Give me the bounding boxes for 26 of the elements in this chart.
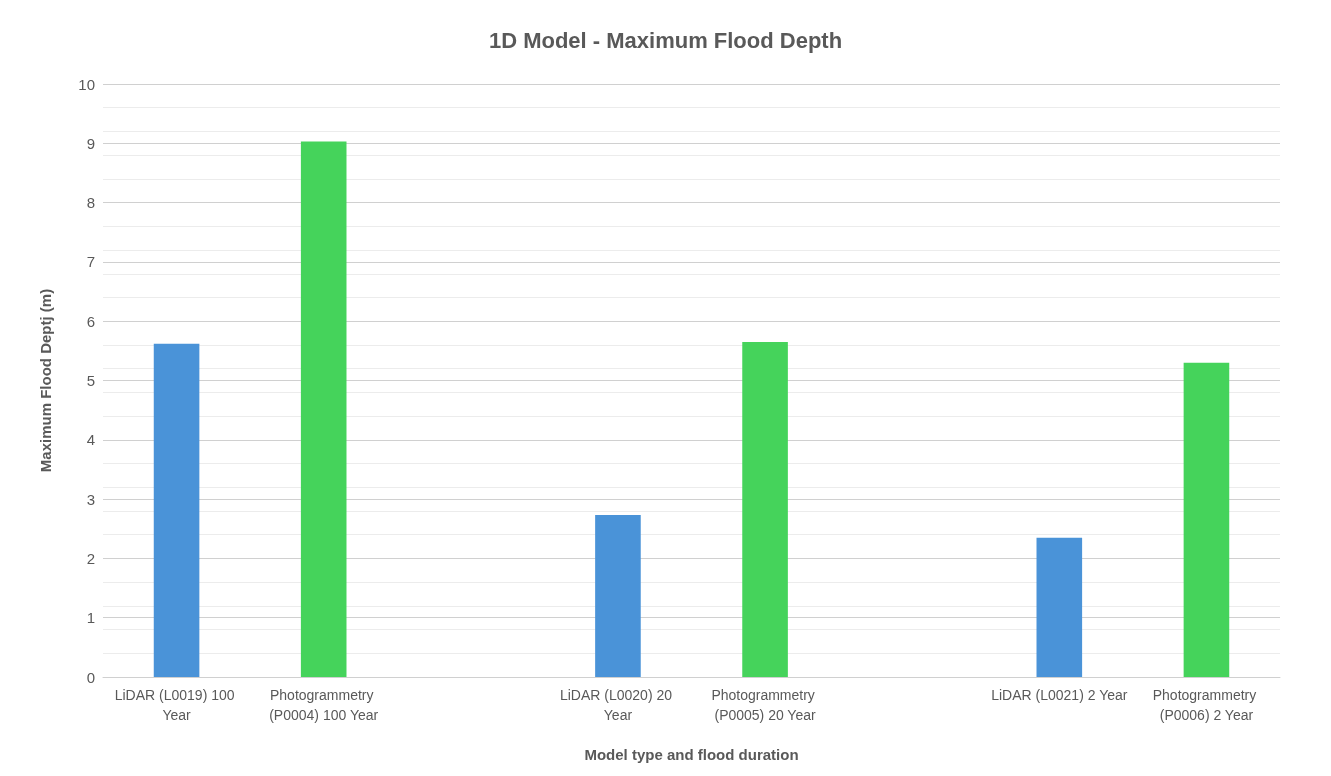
bar (1183, 362, 1230, 677)
x-tick-label: LiDAR (L0019) 100 Year (114, 687, 239, 723)
chart-title: 1D Model - Maximum Flood Depth (488, 27, 843, 53)
y-tick-label: 0 (86, 668, 95, 686)
y-tick-label: 7 (86, 253, 95, 271)
x-tick-label: LiDAR (L0021) 2 Year (991, 687, 1128, 703)
bar (153, 343, 200, 677)
y-tick-label: 6 (86, 312, 95, 330)
bar (742, 341, 788, 677)
y-tick-label: 10 (78, 75, 95, 93)
bar (1036, 537, 1083, 677)
y-tick-label: 8 (86, 194, 95, 212)
y-tick-label: 1 (86, 609, 95, 627)
y-axis-title: Maximum Flood Deptj (m) (37, 288, 54, 473)
y-tick-label: 2 (86, 549, 95, 567)
y-tick-label: 3 (86, 490, 95, 508)
x-tick-label: Photogrammetry (P0004) 100 Year (269, 687, 379, 723)
x-tick-label: Photogrammetry (P0005) 20 Year (711, 687, 819, 723)
y-tick-label: 4 (86, 431, 95, 449)
y-tick-label: 5 (86, 372, 95, 389)
bar (300, 141, 347, 677)
x-tick-label: LiDAR (L0020) 20 Year (559, 687, 676, 723)
y-tick-label: 9 (86, 134, 95, 152)
bar (595, 515, 641, 677)
x-axis-title: Model type and flood duration (584, 746, 799, 763)
x-tick-label: Photogrammetry (P0006) 2 Year (1152, 687, 1261, 723)
